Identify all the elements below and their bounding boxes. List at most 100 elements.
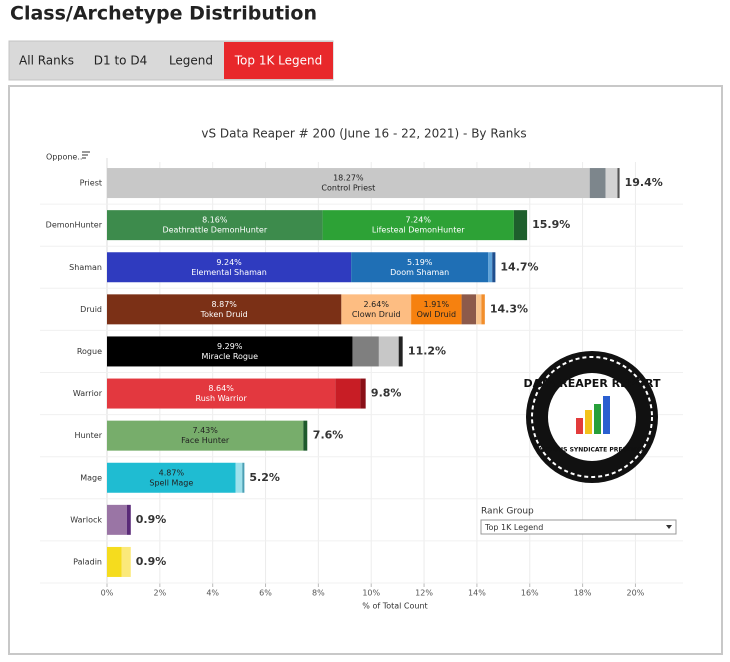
bar-segment[interactable] <box>335 378 361 409</box>
segment-value-label: 1.91% <box>424 300 450 309</box>
logo-ring <box>531 356 653 478</box>
dropdown-box[interactable] <box>480 519 677 535</box>
segment-value-label: 7.43% <box>192 426 218 435</box>
segment-name-label: Spell Mage <box>149 478 193 487</box>
tab[interactable] <box>10 42 83 79</box>
category-label: Priest <box>80 179 102 188</box>
segment-name-label: Deathrattle DemonHunter <box>162 226 267 235</box>
category-label: Druid <box>80 305 102 314</box>
bar-segment[interactable] <box>107 546 122 577</box>
segment-value-label: 8.16% <box>202 216 228 225</box>
dropdown-arrow[interactable] <box>666 525 672 529</box>
logo-subtitle: VICIOUS SYNDICATE PRESENTS <box>540 447 645 454</box>
category-label: Shaman <box>69 263 102 272</box>
category-header[interactable]: Oppone.. <box>46 153 82 162</box>
bar-segment[interactable] <box>411 294 462 325</box>
x-tick-label: 16% <box>521 589 539 598</box>
total-label: 14.3% <box>490 302 528 315</box>
bar-segment[interactable] <box>107 420 304 451</box>
tab[interactable] <box>224 42 333 79</box>
bar-segment[interactable] <box>107 294 342 325</box>
bar-segment[interactable] <box>107 168 590 199</box>
segment-value-label: 9.29% <box>217 342 243 351</box>
logo-bar <box>576 418 583 434</box>
segment-name-label: Lifesteal DemonHunter <box>372 226 465 235</box>
bar-segment[interactable] <box>303 420 308 451</box>
segment-value-label: 8.64% <box>208 384 234 393</box>
total-label: 14.7% <box>500 260 538 273</box>
bar-segment[interactable] <box>360 378 366 409</box>
category-label: Rogue <box>77 347 102 356</box>
x-tick-label: 4% <box>206 589 219 598</box>
bar-segment[interactable] <box>481 294 485 325</box>
bar-segment[interactable] <box>352 336 379 367</box>
page-title: Class/Archetype Distribution <box>10 3 317 25</box>
bar-segment[interactable] <box>107 336 353 367</box>
logo-bar <box>585 410 592 434</box>
x-tick-label: 12% <box>415 589 433 598</box>
dropdown-value[interactable]: Top 1K Legend <box>484 523 543 532</box>
bar-segment[interactable] <box>476 294 482 325</box>
bar-segment[interactable] <box>378 336 399 367</box>
logo-bar <box>594 404 601 434</box>
bar-segment[interactable] <box>242 462 245 493</box>
tab-bar: All Ranks D1 to D4 Legend Top 1K Legend <box>8 40 334 81</box>
bar-segment[interactable] <box>107 252 352 283</box>
bar-segment[interactable] <box>492 252 496 283</box>
category-label: Hunter <box>74 431 102 440</box>
filter-label: Rank Group <box>481 507 534 517</box>
total-label: 5.2% <box>249 471 280 484</box>
bar-segment[interactable] <box>589 168 606 199</box>
bar-segment[interactable] <box>107 462 236 493</box>
logo: DATA REAPER REPORT VICIOUS SYNDICATE PRE… <box>523 351 661 483</box>
x-tick-label: 20% <box>627 589 645 598</box>
segment-value-label: 8.87% <box>211 300 237 309</box>
bar-segment[interactable] <box>461 294 477 325</box>
total-label: 0.9% <box>136 555 167 568</box>
tab-label[interactable]: All Ranks <box>19 54 74 68</box>
bar-segment[interactable] <box>107 210 323 241</box>
total-label: 0.9% <box>136 513 167 526</box>
category-label: DemonHunter <box>46 221 103 230</box>
x-tick-label: 0% <box>101 589 114 598</box>
bar-segment[interactable] <box>398 336 403 367</box>
bar-segment[interactable] <box>617 168 620 199</box>
total-label: 9.8% <box>371 387 402 400</box>
total-label: 7.6% <box>313 429 344 442</box>
x-axis-label: % of Total Count <box>362 602 427 611</box>
tab-label[interactable]: Top 1K Legend <box>234 54 322 68</box>
segment-name-label: Rush Warrior <box>196 394 248 403</box>
plot: 0% 2% 4% 6% 8% 10% 12% 14% 16% 18% 20% Priest 18.27%… <box>40 158 683 598</box>
sort-icon[interactable] <box>82 151 90 159</box>
category-label: Mage <box>80 473 102 482</box>
bar-segment[interactable] <box>126 504 131 535</box>
segment-value-label: 18.27% <box>333 174 364 183</box>
category-label: Warrior <box>73 389 103 398</box>
bar-segment[interactable] <box>488 252 493 283</box>
bar-segment[interactable] <box>107 378 336 409</box>
x-tick-label: 8% <box>312 589 325 598</box>
filter-dropdown[interactable]: Top 1K Legend <box>480 519 677 535</box>
x-tick-label: 18% <box>574 589 592 598</box>
tab[interactable] <box>158 42 224 79</box>
bar-segment[interactable] <box>513 210 528 241</box>
bar-segment[interactable] <box>121 546 131 577</box>
segment-name-label: Control Priest <box>321 184 375 193</box>
x-tick-label: 2% <box>153 589 166 598</box>
segment-name-label: Miracle Rogue <box>201 352 258 361</box>
bar-segment[interactable] <box>351 252 489 283</box>
bar-segment[interactable] <box>341 294 412 325</box>
segment-name-label: Owl Druid <box>417 310 456 319</box>
tab-label[interactable]: Legend <box>169 54 213 68</box>
x-tick-label: 14% <box>468 589 486 598</box>
segment-name-label: Clown Druid <box>352 310 401 319</box>
tab-label[interactable]: D1 to D4 <box>94 54 147 68</box>
bar-segment[interactable] <box>322 210 514 241</box>
segment-value-label: 2.64% <box>364 300 390 309</box>
bar-segment[interactable] <box>235 462 243 493</box>
bar-segment[interactable] <box>107 504 127 535</box>
bar-segment[interactable] <box>605 168 618 199</box>
tab[interactable] <box>83 42 158 79</box>
